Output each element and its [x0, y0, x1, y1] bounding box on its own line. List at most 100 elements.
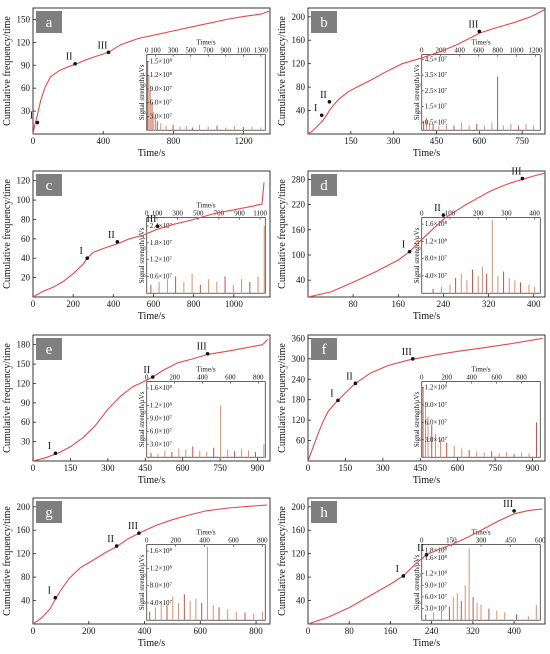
panel-c-xtick-label: 800 [187, 299, 201, 309]
panel-h-ytick-label: 120 [292, 549, 306, 559]
panel-d-xtick-label: 400 [527, 299, 541, 309]
panel-h-inset-ytick-label: 9.0×10⁷ [425, 581, 448, 589]
panel-e-stage-label: III [197, 342, 207, 353]
panel-d-inset-xtick-label: 300 [501, 210, 512, 218]
panel-f-inset-ylabel: Signal strength/μVs [413, 391, 421, 447]
panel-e-letter: e [46, 342, 53, 358]
panel-h-inset-xtick-label: 300 [476, 537, 487, 545]
panel-f-cumulative-line [307, 337, 543, 462]
panel-h-inset-ytick-label: 6.0×10⁷ [425, 593, 448, 601]
panel-c-ylabel: Cumulative frequency/time [2, 179, 13, 289]
panel-c-xtick-label: 1000 [225, 299, 244, 309]
panel-g-inset-ytick-label: 4.0×10⁷ [150, 599, 173, 607]
panel-e-frame [32, 334, 271, 462]
panel-b-xtick-label: 600 [473, 136, 487, 146]
panel-h: h 0 80 160 240 320 400 40 80 120 160 200 Time/s Cumul… [277, 497, 546, 649]
panel-a-stage-label: I [30, 111, 33, 122]
panel-a-inset-xtick-label: 500 [185, 47, 196, 55]
panel-b-ytick-label: 80 [296, 82, 306, 92]
panel-b-stage-point [319, 113, 324, 118]
panel-h-xtick-label: 0 [306, 626, 311, 636]
panel-b-inset-ytick-label: 1.5×10⁷ [425, 103, 448, 111]
panel-b-inset-frame [421, 54, 541, 131]
panel-g-xlabel: Time/s [138, 638, 166, 649]
panel-d-xtick-label: 160 [392, 299, 406, 309]
panel-a-ylabel: Cumulative frequency/time [2, 16, 13, 126]
panel-f: f 0 150 300 450 600 750 900 60 120 180 240 300 360 Tim… [277, 333, 546, 486]
panel-e-inset-ytick-label: 3.0×10⁷ [150, 440, 173, 448]
panel-e-inset-xlabel: Time/s [196, 366, 215, 374]
panel-f-inset-ytick-label: 3.0×10⁷ [425, 436, 448, 444]
panel-h-ytick-label: 40 [296, 596, 306, 606]
panel-g-xtick-label: 200 [82, 626, 96, 636]
panel-e-inset-xtick-label: 0 [145, 374, 149, 382]
panel-a-ytick-label: 150 [17, 14, 31, 24]
panel-e-cumulative-line [32, 339, 268, 462]
panel-b-frame [307, 7, 546, 135]
panel-b-inset-xtick-label: 200 [435, 47, 446, 55]
panel-b-letter-box [311, 11, 337, 33]
panel-c-stage-point [155, 224, 160, 229]
panel-e-xtick-label: 450 [139, 463, 153, 473]
panel-e-ytick-label: 30 [21, 437, 31, 447]
panel-b-stage-point [477, 29, 482, 34]
panel-c-ytick-label: 20 [21, 273, 31, 283]
panel-a-xtick-label: 1200 [235, 136, 254, 146]
panel-h-stage-point [512, 509, 516, 513]
panel-h-inset-xtick-label: 150 [446, 537, 457, 545]
panel-e-ytick-label: 180 [17, 340, 31, 350]
panel-f-inset-ytick-label: 1.2×10⁸ [425, 383, 448, 391]
panel-b-inset-ytick-label: 2.5×10⁷ [425, 87, 448, 95]
panel-b-inset-xtick-label: 600 [473, 47, 484, 55]
panel-b: b 150 300 450 600 750 40 80 120 160 200 Time/s Cumul… [277, 7, 546, 159]
panel-b-inset-xtick-label: 0 [420, 47, 424, 55]
panel-g-xtick-label: 400 [138, 626, 152, 636]
panel-d-inset-xtick-label: 200 [473, 210, 484, 218]
panel-c-ytick-label: 80 [21, 214, 31, 224]
panel-b-xtick-label: 750 [515, 136, 529, 146]
panel-f-xlabel: Time/s [413, 475, 441, 486]
panel-a-inset-xtick-label: 1100 [236, 47, 250, 55]
panel-e-ytick-label: 60 [21, 417, 31, 427]
panel-d: d 80 160 240 320 400 40 100 160 220 280 Time/s Cumul… [277, 167, 546, 322]
panel-c-letter: c [46, 178, 53, 194]
panel-g-inset-xtick-label: 600 [228, 537, 239, 545]
panel-a-xlabel: Time/s [138, 148, 166, 159]
panel-h-xtick-label: 320 [466, 626, 480, 636]
panel-b-ytick-label: 160 [292, 35, 306, 45]
panel-e-xtick-label: 600 [176, 463, 190, 473]
panel-g-stage-label: II [107, 534, 114, 545]
panel-h-xlabel: Time/s [413, 638, 441, 649]
panel-g-letter: g [45, 505, 53, 521]
panel-f-stage-label: III [402, 347, 412, 358]
panel-f-xtick-label: 0 [306, 463, 311, 473]
panel-h-xtick-label: 240 [425, 626, 439, 636]
panel-e-inset-xtick-label: 400 [197, 374, 208, 382]
panel-e-inset-xtick-label: 200 [169, 374, 180, 382]
panel-b-inset-xtick-label: 1200 [529, 47, 544, 55]
panel-a-letter-box [36, 11, 62, 33]
panel-a-inset-xtick-label: 100 [150, 47, 161, 55]
panel-a-inset-ytick-label: 9.0×10⁷ [150, 85, 173, 93]
panel-e-inset-ytick-label: 1.2×10⁸ [150, 401, 173, 409]
panel-g-stage-label: III [128, 521, 138, 532]
panel-f-ylabel: Cumulative frequency/time [277, 343, 288, 453]
panel-d-stage-label: II [434, 203, 441, 214]
panel-a-xtick-label: 0 [31, 136, 36, 146]
panel-f-stage-point [336, 398, 340, 403]
panel-g-stage-point [53, 595, 58, 600]
panel-e-inset-ylabel: Signal strength/μVs [138, 391, 146, 447]
panel-d-inset-ytick-label: 8.0×10⁷ [425, 255, 448, 263]
panel-h-xtick-label: 80 [345, 626, 355, 636]
panel-d-stage-label: I [402, 240, 405, 251]
panel-h-inset-ytick-label: 1.2×10⁸ [425, 570, 448, 578]
panel-a-stage-point [73, 61, 77, 66]
panel-f-ytick-label: 300 [292, 354, 306, 364]
panel-f-ytick-label: 120 [292, 415, 306, 425]
panel-f-inset-xtick-label: 400 [466, 374, 477, 382]
panel-d-ytick-label: 40 [296, 275, 306, 285]
panel-f-inset-xtick-label: 0 [420, 374, 424, 382]
panel-e-xlabel: Time/s [138, 475, 166, 486]
panel-h-stage-label: III [503, 499, 513, 510]
panel-d-stage-label: III [511, 167, 521, 178]
